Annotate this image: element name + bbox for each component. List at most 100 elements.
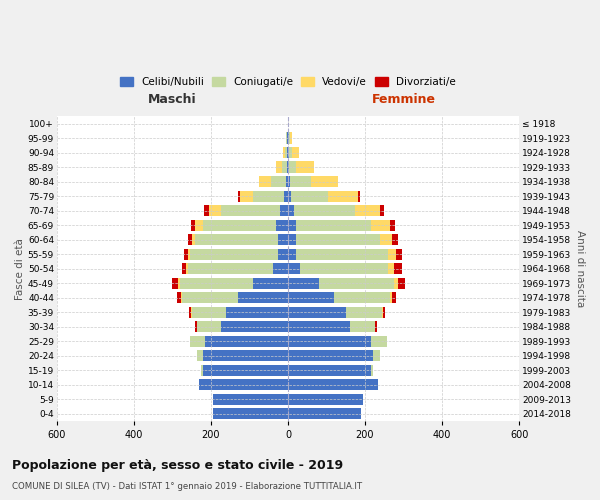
Bar <box>398 278 406 289</box>
Bar <box>388 248 396 260</box>
Bar <box>289 147 292 158</box>
Bar <box>191 306 226 318</box>
Bar <box>283 147 285 158</box>
Bar <box>292 147 299 158</box>
Bar <box>213 408 288 420</box>
Bar <box>288 408 361 420</box>
Bar <box>371 220 390 231</box>
Bar <box>296 234 380 245</box>
Bar <box>284 190 288 202</box>
Bar <box>288 394 363 405</box>
Bar <box>191 220 196 231</box>
Bar <box>277 220 288 231</box>
Bar <box>272 263 288 274</box>
Bar <box>188 248 190 260</box>
Bar <box>221 321 288 332</box>
Bar <box>287 162 288 173</box>
Bar <box>291 190 328 202</box>
Bar <box>259 176 271 188</box>
Bar <box>376 321 377 332</box>
Bar <box>288 306 346 318</box>
Bar <box>253 190 284 202</box>
Bar <box>190 336 205 347</box>
Bar <box>197 350 203 362</box>
Bar <box>374 321 376 332</box>
Bar <box>396 248 401 260</box>
Bar <box>205 205 209 216</box>
Bar <box>288 205 294 216</box>
Bar <box>373 350 380 362</box>
Bar <box>203 220 277 231</box>
Bar <box>358 190 361 202</box>
Bar <box>172 278 178 289</box>
Bar <box>209 205 221 216</box>
Bar <box>288 147 289 158</box>
Bar <box>182 263 186 274</box>
Bar <box>196 234 278 245</box>
Bar <box>355 205 380 216</box>
Bar <box>282 162 287 173</box>
Bar <box>311 176 338 188</box>
Bar <box>288 292 334 304</box>
Bar <box>280 205 288 216</box>
Legend: Celibi/Nubili, Coniugati/e, Vedovi/e, Divorziati/e: Celibi/Nubili, Coniugati/e, Vedovi/e, Di… <box>116 73 460 92</box>
Bar <box>287 132 288 144</box>
Bar <box>390 220 395 231</box>
Bar <box>288 248 296 260</box>
Bar <box>289 132 290 144</box>
Bar <box>277 162 282 173</box>
Bar <box>201 364 203 376</box>
Bar <box>394 263 401 274</box>
Bar <box>288 132 289 144</box>
Bar <box>287 147 288 158</box>
Bar <box>350 321 374 332</box>
Bar <box>390 292 392 304</box>
Bar <box>328 190 358 202</box>
Bar <box>299 263 388 274</box>
Bar <box>289 162 296 173</box>
Bar <box>278 248 288 260</box>
Bar <box>213 394 288 405</box>
Bar <box>288 176 290 188</box>
Bar <box>191 234 196 245</box>
Bar <box>188 263 272 274</box>
Bar <box>296 220 371 231</box>
Bar <box>180 278 253 289</box>
Bar <box>383 306 385 318</box>
Bar <box>240 190 253 202</box>
Bar <box>380 234 392 245</box>
Bar <box>288 336 371 347</box>
Bar <box>285 147 287 158</box>
Bar <box>196 321 197 332</box>
Bar <box>271 176 286 188</box>
Bar <box>290 132 292 144</box>
Bar <box>196 220 203 231</box>
Bar <box>182 292 238 304</box>
Bar <box>184 248 188 260</box>
Bar <box>288 162 289 173</box>
Bar <box>203 350 288 362</box>
Bar <box>190 248 278 260</box>
Bar <box>199 379 288 390</box>
Text: Maschi: Maschi <box>148 93 197 106</box>
Bar <box>288 234 296 245</box>
Bar <box>296 162 314 173</box>
Bar <box>205 336 288 347</box>
Bar <box>296 248 388 260</box>
Bar <box>203 364 288 376</box>
Bar <box>238 190 240 202</box>
Bar <box>288 364 371 376</box>
Bar <box>188 234 191 245</box>
Bar <box>294 205 355 216</box>
Bar <box>288 379 379 390</box>
Bar <box>392 234 398 245</box>
Bar <box>288 263 299 274</box>
Bar <box>186 263 188 274</box>
Bar <box>319 278 394 289</box>
Bar <box>334 292 390 304</box>
Bar <box>288 321 350 332</box>
Bar <box>371 336 387 347</box>
Y-axis label: Fasce di età: Fasce di età <box>15 238 25 300</box>
Bar <box>371 364 373 376</box>
Bar <box>189 306 191 318</box>
